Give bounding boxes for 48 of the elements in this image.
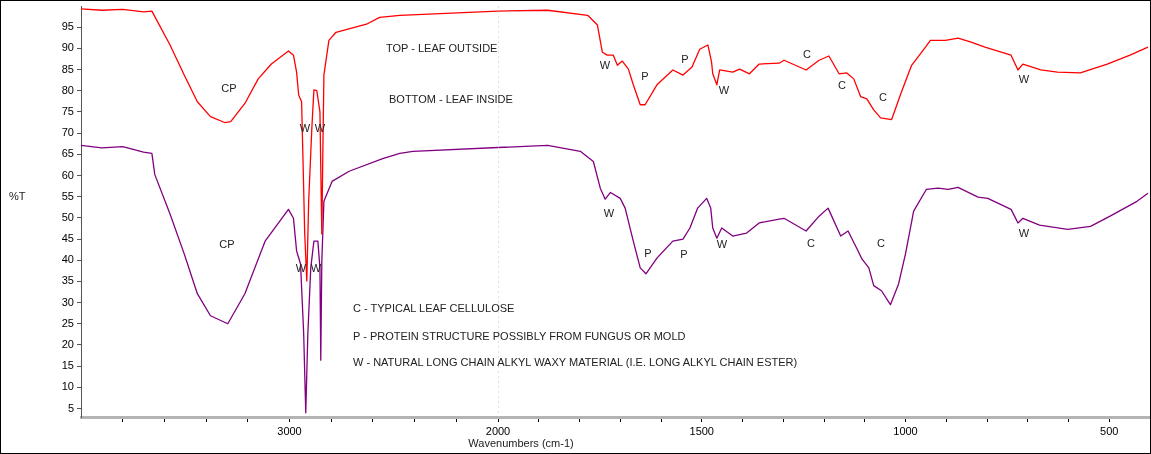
annotation: W bbox=[603, 206, 615, 220]
x-axis-title: Wavenumbers (cm-1) bbox=[467, 437, 575, 449]
annotation: W bbox=[718, 83, 730, 97]
annotation: BOTTOM - LEAF INSIDE bbox=[389, 92, 513, 106]
x-tick-label: 3000 bbox=[277, 424, 302, 437]
y-tick-label: 10 bbox=[61, 380, 74, 393]
y-tick-label: 95 bbox=[61, 20, 74, 33]
annotation: P bbox=[641, 69, 649, 83]
annotation: W bbox=[599, 58, 611, 72]
annotation: P - PROTEIN STRUCTURE POSSIBLY FROM FUNGUS OR MOLD bbox=[353, 329, 686, 343]
y-tick-label: 25 bbox=[61, 316, 74, 329]
annotation: C bbox=[879, 90, 887, 104]
annotation: P bbox=[681, 52, 689, 66]
y-tick-label: 40 bbox=[61, 253, 74, 266]
annotation: W bbox=[1018, 72, 1030, 86]
annotation: P bbox=[680, 247, 688, 261]
annotation: W bbox=[716, 237, 728, 251]
annotation: C bbox=[803, 47, 811, 61]
y-tick-label: 70 bbox=[61, 126, 74, 139]
y-tick-label: 45 bbox=[61, 232, 74, 245]
y-tick-label: 85 bbox=[61, 62, 74, 75]
annotation: C - TYPICAL LEAF CELLULOSE bbox=[353, 301, 515, 315]
y-tick-label: 35 bbox=[61, 274, 74, 287]
x-tick-label: 2000 bbox=[485, 424, 511, 437]
y-tick-label: 65 bbox=[61, 147, 74, 160]
annotation: P bbox=[644, 246, 652, 260]
y-axis-title: %T bbox=[9, 190, 26, 202]
annotation: C bbox=[838, 78, 846, 92]
annotation: W bbox=[1018, 226, 1030, 240]
y-tick-label: 20 bbox=[61, 338, 74, 350]
annotation: C bbox=[877, 236, 885, 250]
x-tick-label: 500 bbox=[1100, 424, 1119, 437]
annotation: TOP - LEAF OUTSIDE bbox=[386, 41, 498, 55]
x-tick-label: 1500 bbox=[689, 424, 714, 437]
y-tick-label: 30 bbox=[61, 295, 74, 308]
annotation: CP bbox=[221, 81, 237, 95]
y-tick-label: 90 bbox=[61, 41, 74, 54]
y-tick-label: 80 bbox=[61, 83, 74, 96]
y-tick-label: 55 bbox=[61, 189, 74, 202]
x-tick-label: 1000 bbox=[893, 424, 918, 437]
annotation: W - NATURAL LONG CHAIN ALKYL WAXY MATERIAL (I.E. LONG ALKYL CHAIN ESTER) bbox=[353, 355, 798, 369]
y-tick-label: 50 bbox=[61, 210, 74, 223]
y-tick-label: 60 bbox=[61, 168, 74, 181]
y-tick-label: 75 bbox=[61, 104, 74, 117]
y-tick-label: 15 bbox=[61, 359, 74, 372]
annotation: CP bbox=[219, 237, 235, 251]
annotation: C bbox=[807, 236, 815, 250]
y-tick-label: 5 bbox=[67, 401, 74, 414]
